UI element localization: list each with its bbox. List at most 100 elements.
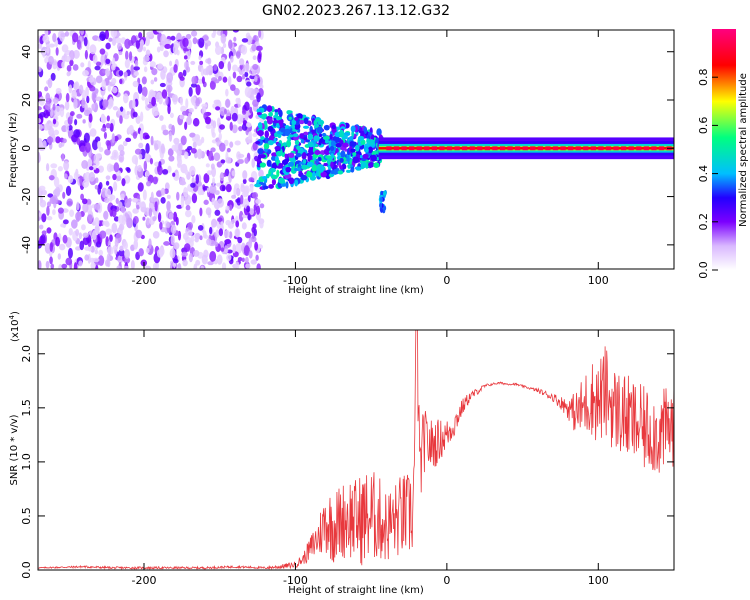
heat-cell bbox=[164, 43, 172, 49]
heat-cell bbox=[120, 205, 126, 214]
heat-cell bbox=[373, 162, 380, 169]
heat-cell bbox=[94, 65, 101, 71]
heat-cell bbox=[613, 146, 619, 151]
heat-cell bbox=[160, 69, 166, 80]
heat-cell bbox=[123, 113, 130, 120]
heat-cell bbox=[357, 135, 365, 141]
heat-cell bbox=[40, 234, 46, 245]
heat-cell bbox=[462, 146, 468, 151]
heat-cell bbox=[62, 234, 68, 244]
heat-cell bbox=[246, 35, 253, 45]
heat-cell bbox=[137, 83, 143, 94]
heat-cell bbox=[208, 150, 214, 162]
heat-cell bbox=[117, 201, 123, 209]
heat-cell bbox=[60, 223, 66, 228]
heat-cell bbox=[183, 55, 188, 60]
heat-cell bbox=[132, 98, 136, 109]
heat-cell bbox=[82, 232, 89, 238]
heat-cell bbox=[178, 142, 183, 152]
heat-cell bbox=[225, 219, 231, 226]
heat-cell bbox=[72, 32, 79, 43]
heat-cell bbox=[68, 84, 73, 94]
heat-cell bbox=[244, 71, 249, 78]
heat-cell bbox=[153, 77, 158, 82]
heat-cell bbox=[108, 37, 113, 42]
heat-cell bbox=[316, 126, 323, 134]
y-tick-label: 0.0 bbox=[20, 561, 33, 579]
heat-cell bbox=[244, 231, 252, 239]
heat-cell bbox=[236, 75, 243, 83]
heat-cell bbox=[118, 249, 125, 257]
heat-cell bbox=[205, 124, 212, 130]
heat-cell bbox=[83, 109, 91, 117]
heat-cell bbox=[300, 139, 305, 144]
heat-cell bbox=[76, 39, 82, 50]
heat-cell bbox=[167, 104, 171, 115]
heat-cell bbox=[156, 248, 164, 258]
heat-cell bbox=[98, 249, 104, 256]
heat-cell bbox=[214, 45, 222, 56]
heat-cell bbox=[214, 209, 221, 216]
heat-cell bbox=[52, 97, 59, 104]
heat-cell bbox=[67, 175, 74, 184]
heat-cell bbox=[135, 115, 141, 124]
heat-cell bbox=[366, 134, 371, 140]
heat-cell bbox=[255, 140, 261, 145]
heat-cell bbox=[59, 107, 65, 118]
heat-cell bbox=[38, 112, 46, 118]
heat-cell bbox=[92, 257, 100, 263]
heat-cell bbox=[61, 153, 65, 162]
heat-cell bbox=[287, 161, 295, 167]
heat-cell bbox=[187, 222, 194, 230]
heat-cell bbox=[499, 146, 506, 151]
heat-cell bbox=[91, 230, 97, 241]
heat-cell bbox=[160, 197, 166, 204]
heat-cell bbox=[195, 84, 201, 96]
heat-cell bbox=[78, 260, 83, 267]
heat-cell bbox=[284, 128, 291, 137]
heat-cell bbox=[291, 124, 296, 130]
heat-cell bbox=[254, 183, 262, 188]
heat-cell bbox=[145, 247, 150, 254]
heat-cell bbox=[82, 236, 90, 246]
heat-cell bbox=[83, 132, 90, 144]
colorbar-tick-label: 0.2 bbox=[697, 213, 710, 231]
heat-cell bbox=[226, 254, 232, 262]
heat-cell bbox=[38, 43, 43, 49]
heat-cell bbox=[66, 71, 71, 77]
heat-cell bbox=[80, 30, 85, 36]
heat-cell bbox=[100, 127, 107, 132]
heat-cell bbox=[214, 241, 219, 247]
heat-cell bbox=[199, 207, 203, 217]
y-tick-label: -40 bbox=[20, 236, 33, 254]
heat-cell bbox=[141, 86, 148, 98]
heat-cell bbox=[257, 148, 264, 155]
heat-cell bbox=[235, 220, 240, 228]
heat-cell bbox=[218, 60, 225, 70]
heat-cell bbox=[359, 154, 364, 159]
heat-cell bbox=[52, 103, 56, 111]
y-tick-label: 1.0 bbox=[20, 453, 33, 471]
heat-cell bbox=[295, 152, 302, 158]
heat-cell bbox=[108, 96, 114, 107]
heat-cell bbox=[94, 136, 101, 143]
heat-cell bbox=[230, 55, 234, 63]
heat-cell bbox=[163, 50, 169, 58]
heat-cell bbox=[290, 165, 297, 174]
heat-cell bbox=[169, 60, 173, 67]
heat-cell bbox=[118, 51, 123, 56]
heat-cell bbox=[492, 146, 498, 151]
heat-cell bbox=[46, 227, 52, 234]
heat-cell bbox=[530, 146, 536, 151]
heat-cell bbox=[184, 121, 188, 131]
y-tick-label: 0 bbox=[20, 145, 33, 152]
heat-cell bbox=[75, 229, 80, 237]
heat-cell bbox=[125, 50, 129, 61]
heat-cell bbox=[355, 144, 360, 152]
heat-cell bbox=[239, 58, 245, 66]
heat-cell bbox=[244, 101, 250, 112]
heat-cell bbox=[144, 134, 150, 140]
heat-cell bbox=[326, 147, 331, 151]
heat-cell bbox=[62, 208, 69, 213]
heat-cell bbox=[59, 243, 66, 251]
